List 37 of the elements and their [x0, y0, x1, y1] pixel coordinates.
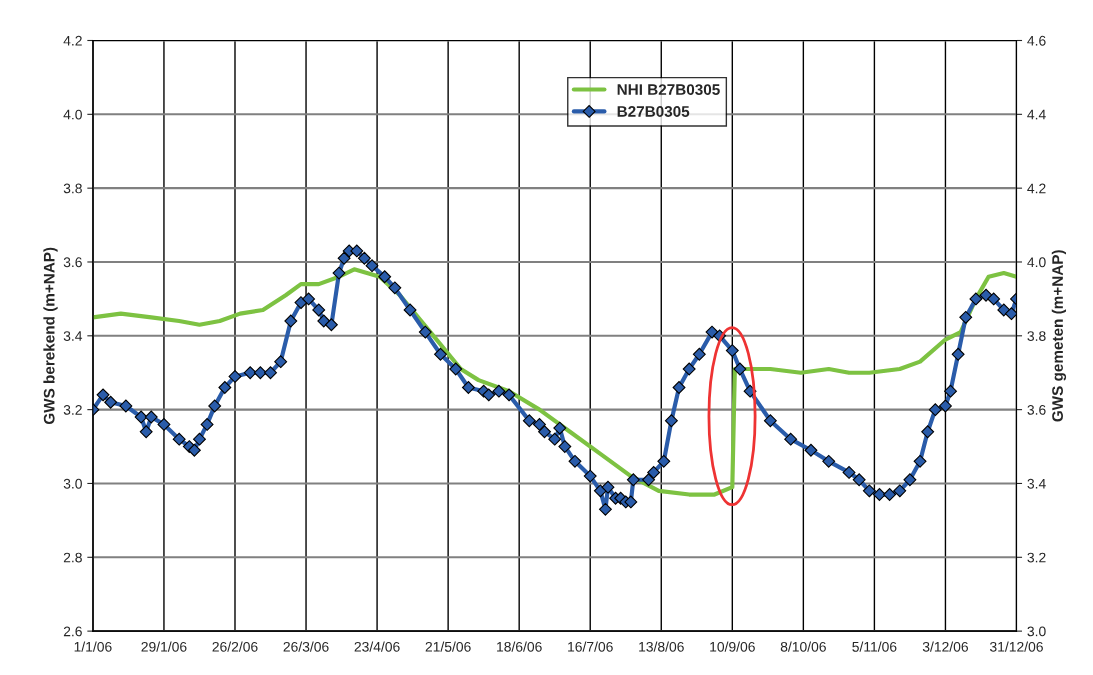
x-tick-label: 3/12/06 [922, 641, 969, 652]
y-tick-label: 4.2 [63, 35, 82, 46]
y-tick-label: 2.8 [63, 552, 82, 563]
y2-tick-label: 4.0 [1027, 257, 1046, 268]
x-tick-label: 26/3/06 [283, 641, 329, 652]
x-tick-label: 10/9/06 [710, 641, 755, 652]
y-axis-title: GWS berekend (m+NAP) [43, 247, 58, 425]
y2-tick-label: 3.6 [1027, 404, 1046, 415]
x-tick-label: 31/12/06 [989, 641, 1043, 652]
x-tick-label: 21/5/06 [425, 641, 471, 652]
x-tick-label: 23/4/06 [354, 641, 400, 652]
y2-tick-label: 3.8 [1027, 331, 1046, 341]
y2-tick-label: 4.4 [1027, 109, 1046, 120]
y-tick-label: 4.0 [63, 109, 82, 120]
y-tick-label: 3.0 [63, 478, 82, 489]
x-tick-label: 29/1/06 [141, 641, 187, 652]
x-tick-label: 1/1/06 [74, 641, 112, 652]
x-tick-label: 18/6/06 [497, 641, 542, 652]
x-tick-label: 5/11/06 [852, 641, 897, 652]
y2-tick-label: 3.4 [1027, 478, 1046, 489]
y2-tick-label: 4.6 [1027, 35, 1046, 46]
y2-tick-label: 3.0 [1027, 626, 1046, 637]
y-tick-label: 2.6 [63, 626, 82, 637]
x-tick-label: 16/7/06 [568, 641, 613, 652]
x-tick-label: 13/8/06 [639, 641, 684, 652]
y-tick-label: 3.2 [63, 404, 82, 415]
legend-label: NHI B27B0305 [617, 84, 720, 96]
y2-tick-label: 3.2 [1027, 552, 1046, 563]
legend-label: B27B0305 [617, 106, 690, 117]
y-tick-label: 3.8 [63, 183, 82, 194]
y2-axis-title: GWS gemeten (m+NAP) [1051, 250, 1067, 422]
x-tick-label: 8/10/06 [780, 641, 826, 652]
x-tick-label: 26/2/06 [212, 641, 258, 652]
y2-tick-label: 4.2 [1027, 183, 1046, 194]
line-series [92, 267, 1017, 497]
y-tick-label: 3.6 [63, 257, 82, 268]
y-tick-label: 3.4 [63, 331, 83, 341]
